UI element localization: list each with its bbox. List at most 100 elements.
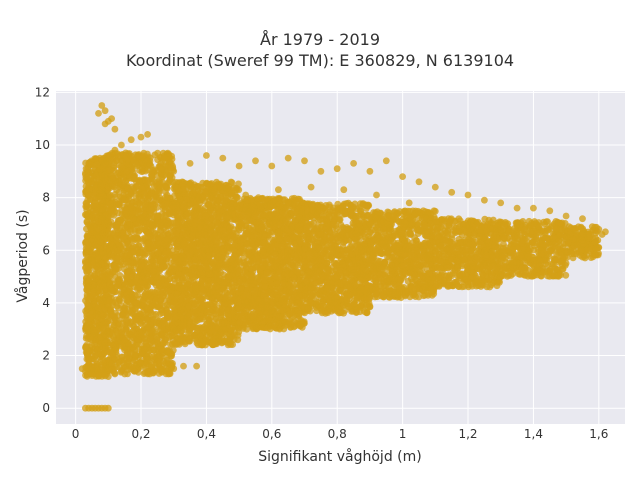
data-point	[189, 285, 197, 293]
data-point	[113, 337, 121, 345]
data-point	[94, 350, 102, 358]
data-point	[196, 224, 204, 232]
data-point	[164, 280, 172, 288]
data-point	[228, 272, 236, 279]
data-point	[200, 257, 208, 264]
data-point	[130, 343, 137, 351]
data-point	[108, 360, 116, 367]
data-point	[205, 270, 213, 278]
data-point	[158, 165, 166, 173]
data-point	[113, 201, 121, 208]
data-point	[147, 309, 155, 317]
data-point	[164, 153, 172, 161]
data-point	[203, 180, 211, 188]
data-point	[155, 353, 163, 361]
data-point	[173, 313, 180, 321]
data-point	[106, 200, 114, 208]
data-point	[116, 295, 123, 303]
data-point	[127, 233, 134, 241]
data-point	[89, 236, 97, 244]
data-point	[90, 180, 98, 188]
data-point	[96, 245, 104, 253]
data-point	[113, 186, 120, 194]
data-point	[112, 266, 120, 274]
data-point	[91, 270, 99, 278]
data-point	[206, 289, 214, 296]
data-point	[162, 248, 170, 256]
data-point	[173, 186, 181, 194]
data-point	[161, 206, 169, 214]
data-point	[191, 256, 199, 263]
data-point	[124, 160, 132, 168]
data-point	[113, 255, 121, 263]
data-point	[137, 302, 145, 309]
data-point	[222, 278, 230, 286]
data-point	[112, 236, 120, 244]
data-point	[119, 182, 127, 189]
data-point	[196, 332, 204, 339]
data-point	[237, 201, 244, 209]
data-point	[185, 302, 193, 310]
data-point	[144, 240, 152, 248]
data-point	[82, 199, 90, 207]
data-point	[155, 343, 163, 351]
data-point	[231, 331, 238, 339]
data-point	[110, 321, 118, 329]
data-point	[122, 296, 130, 304]
data-point	[230, 184, 238, 192]
data-point	[223, 185, 231, 193]
data-point	[121, 207, 129, 215]
data-point	[126, 320, 134, 327]
data-point	[84, 302, 92, 310]
data-point	[196, 296, 204, 304]
data-point	[106, 348, 114, 356]
data-point	[177, 297, 185, 304]
data-point	[146, 335, 154, 342]
data-point	[147, 234, 155, 242]
data-point	[139, 348, 146, 356]
data-point	[220, 271, 227, 279]
data-point	[229, 319, 237, 326]
data-point	[216, 259, 223, 267]
data-point	[180, 315, 187, 322]
data-point	[230, 260, 238, 268]
data-point	[212, 306, 220, 314]
data-point	[177, 307, 185, 315]
data-point	[107, 311, 115, 319]
data-point	[229, 233, 237, 241]
data-point	[85, 192, 93, 199]
data-point	[150, 294, 158, 301]
data-point	[187, 325, 194, 333]
data-point	[233, 193, 241, 201]
data-point	[132, 207, 139, 215]
data-point	[203, 308, 211, 316]
data-point	[117, 325, 125, 333]
data-point	[129, 306, 137, 314]
data-point	[196, 200, 204, 207]
data-point	[154, 280, 162, 287]
data-point	[224, 266, 232, 273]
data-point	[148, 189, 155, 197]
data-point	[165, 348, 172, 356]
data-point	[146, 321, 154, 328]
data-point	[96, 166, 104, 174]
data-point	[93, 160, 101, 168]
data-point	[130, 278, 138, 286]
data-point	[183, 280, 191, 287]
data-point	[206, 333, 214, 341]
data-point	[174, 335, 182, 343]
data-point	[202, 224, 210, 232]
data-point	[84, 212, 92, 219]
data-point	[82, 239, 89, 246]
data-point	[227, 178, 235, 186]
data-point	[191, 291, 198, 298]
data-point	[189, 229, 197, 237]
data-point	[213, 292, 221, 299]
data-point	[92, 356, 100, 364]
data-point	[95, 286, 102, 294]
data-point	[106, 236, 114, 244]
data-point	[82, 349, 90, 356]
data-point	[183, 295, 191, 303]
data-point	[107, 222, 114, 229]
data-point	[156, 302, 163, 310]
